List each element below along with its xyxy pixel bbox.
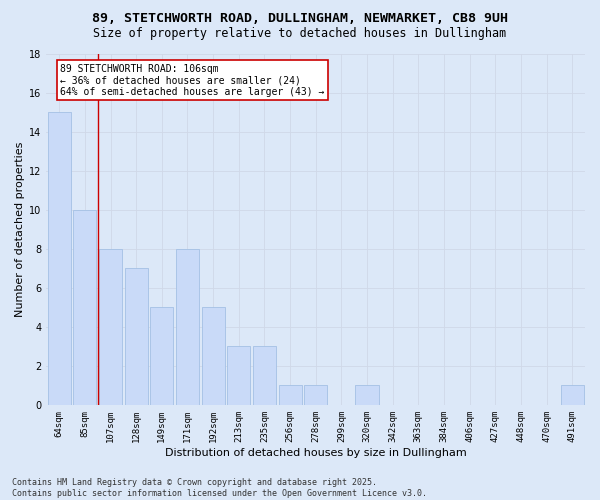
Bar (253, 346, 276, 405)
Bar (560, 386, 584, 405)
Bar (304, 386, 327, 405)
Bar (99, 249, 122, 405)
Bar (176, 249, 199, 405)
Text: 89 STETCHWORTH ROAD: 106sqm
← 36% of detached houses are smaller (24)
64% of sem: 89 STETCHWORTH ROAD: 106sqm ← 36% of det… (60, 64, 325, 97)
Text: Contains HM Land Registry data © Crown copyright and database right 2025.
Contai: Contains HM Land Registry data © Crown c… (12, 478, 427, 498)
Bar (227, 346, 250, 405)
Bar (73, 210, 97, 405)
Text: 89, STETCHWORTH ROAD, DULLINGHAM, NEWMARKET, CB8 9UH: 89, STETCHWORTH ROAD, DULLINGHAM, NEWMAR… (92, 12, 508, 26)
Bar (150, 308, 173, 405)
Bar (355, 386, 379, 405)
Bar (47, 112, 71, 405)
Y-axis label: Number of detached properties: Number of detached properties (15, 142, 25, 317)
Text: Size of property relative to detached houses in Dullingham: Size of property relative to detached ho… (94, 28, 506, 40)
Bar (125, 268, 148, 405)
X-axis label: Distribution of detached houses by size in Dullingham: Distribution of detached houses by size … (165, 448, 467, 458)
Bar (278, 386, 302, 405)
Bar (202, 308, 224, 405)
